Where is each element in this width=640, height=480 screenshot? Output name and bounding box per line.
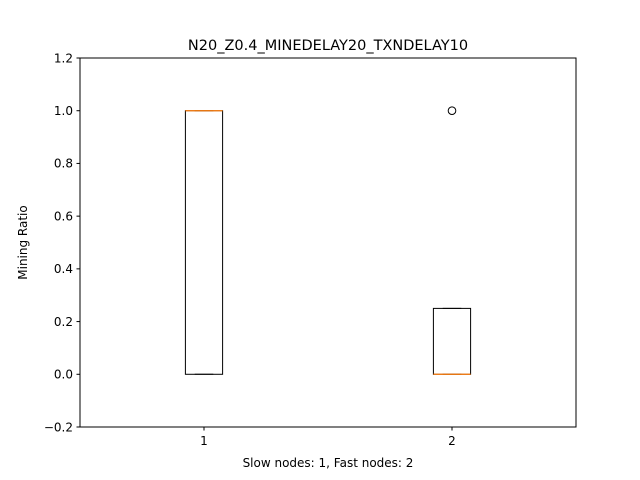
axes-frame — [79, 57, 577, 428]
y-axis-label: Mining Ratio — [16, 205, 30, 279]
y-tick-label: 0.2 — [54, 315, 73, 329]
plot-area — [184, 106, 472, 375]
y-tick-label: 0.4 — [54, 262, 73, 276]
y-tick-label: 0.6 — [54, 209, 73, 223]
y-tick-label: −0.2 — [44, 420, 73, 434]
y-tick-label: 0.0 — [54, 368, 73, 382]
x-axis-label: Slow nodes: 1, Fast nodes: 2 — [243, 456, 414, 470]
y-tick-label: 1.2 — [54, 51, 73, 65]
y-axis: −0.2 0.0 0.2 0.4 0.6 0.8 1.0 1.2 — [44, 51, 80, 434]
y-tick-label: 0.8 — [54, 157, 73, 171]
box — [432, 307, 472, 375]
chart-title: N20_Z0.4_MINEDELAY20_TXNDELAY10 — [188, 38, 468, 54]
box — [184, 110, 224, 375]
y-tick-label: 1.0 — [54, 104, 73, 118]
flier-point — [447, 106, 457, 116]
box-group — [432, 106, 472, 375]
x-tick-label: 2 — [448, 434, 456, 448]
x-tick-label: 1 — [200, 434, 208, 448]
box-group — [184, 110, 224, 375]
